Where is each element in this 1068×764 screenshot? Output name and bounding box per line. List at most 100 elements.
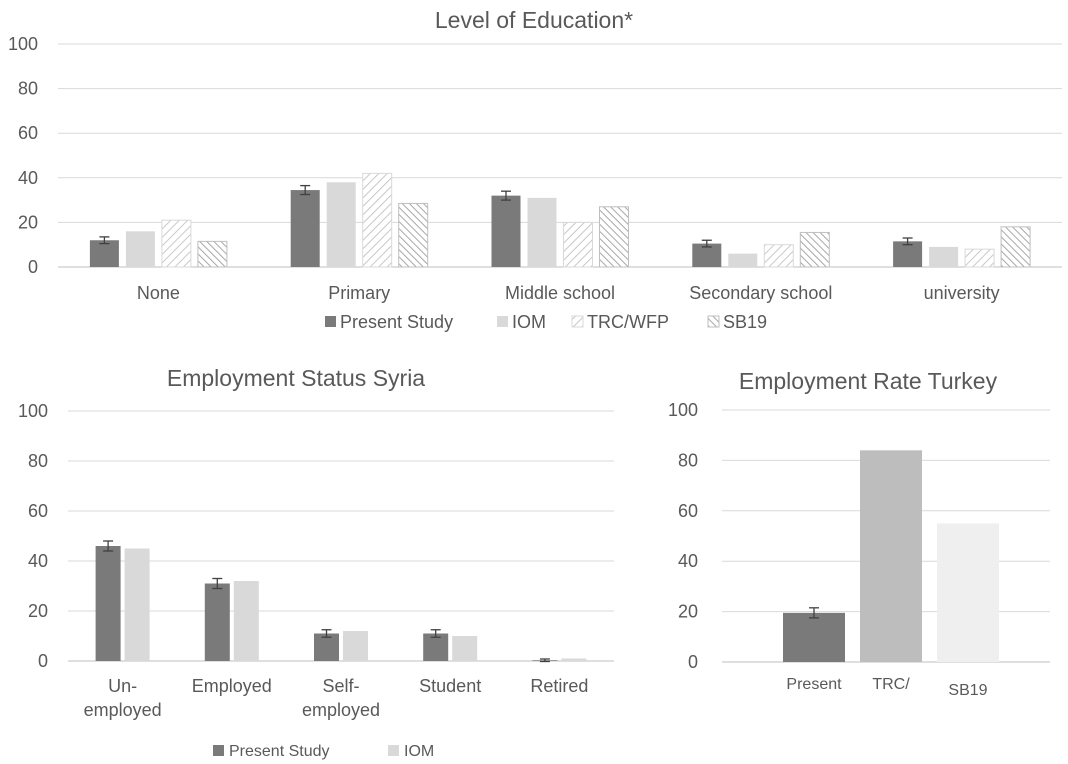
employment-syria-bar — [452, 636, 478, 661]
employment-syria-category-label: Self-employed — [302, 676, 380, 720]
employment-syria-error-bar — [539, 658, 550, 663]
education-error-bar — [99, 236, 110, 245]
education-bar — [763, 244, 794, 268]
education-error-bar — [501, 190, 511, 201]
education-legend-swatch — [497, 316, 508, 327]
education-y-tick: 40 — [18, 168, 38, 188]
employment-syria-legend-label: IOM — [404, 743, 434, 760]
education-bar — [398, 202, 429, 268]
employment-syria-legend: Present Study IOM — [213, 743, 434, 760]
education-legend-item: TRC/WFP — [571, 312, 669, 332]
employment-turkey-y-tick: 100 — [668, 400, 698, 420]
employment-turkey-title: Employment Rate Turkey — [739, 368, 998, 394]
education-bar — [1000, 226, 1031, 268]
education-bar — [527, 197, 557, 267]
employment-syria-bar — [204, 583, 230, 661]
employment-syria-y-tick: 40 — [28, 551, 48, 571]
employment-syria-error-bar — [430, 629, 441, 638]
employment-syria-bar — [423, 633, 449, 661]
employment-turkey-bar — [860, 450, 922, 662]
employment-syria-bar — [561, 658, 587, 661]
education-y-tick: 80 — [18, 79, 38, 99]
employment-syria-error-bar — [103, 540, 114, 552]
education-error-bar — [902, 237, 913, 246]
education-bar — [89, 240, 119, 267]
employment-syria-y-tick: 20 — [28, 601, 48, 621]
employment-syria-category-label: Un-employed — [84, 676, 162, 720]
employment-syria-error-bar — [321, 629, 332, 638]
education-bar — [893, 241, 923, 267]
employment-syria-y-tick: 60 — [28, 501, 48, 521]
education-bar — [964, 248, 995, 268]
education-legend-label: TRC/WFP — [587, 312, 669, 332]
education-legend-label: IOM — [512, 312, 546, 332]
education-legend-swatch — [571, 315, 584, 328]
employment-syria-bar — [124, 548, 150, 661]
education-legend-label: Present Study — [340, 312, 453, 332]
education-category-label: None — [137, 283, 180, 303]
employment-turkey-y-tick: 40 — [678, 551, 698, 571]
employment-syria-chart: Employment Status Syria 0 20 40 60 80 100 Un-… — [18, 365, 614, 760]
education-bar — [599, 206, 629, 268]
employment-syria-title: Employment Status Syria — [167, 365, 425, 391]
employment-syria-legend-item: IOM — [388, 743, 434, 760]
employment-turkey-y-tick: 80 — [678, 450, 698, 470]
education-bar — [197, 240, 228, 268]
education-bar — [692, 243, 722, 267]
education-chart-title: Level of Education* — [435, 7, 633, 33]
education-y-tick: 20 — [18, 212, 38, 232]
education-bar — [728, 253, 758, 267]
employment-syria-legend-item: Present Study — [213, 743, 330, 760]
education-chart: Level of Education* 0 20 40 60 80 100 None Pri… — [8, 7, 1062, 332]
employment-turkey-category-label: TRC/ — [872, 676, 910, 693]
employment-turkey-chart: Employment Rate Turkey 0 20 40 60 80 100 Pres… — [668, 368, 1050, 699]
employment-syria-bar — [95, 546, 121, 661]
employment-syria-category-label: Retired — [530, 676, 588, 696]
education-bar — [799, 231, 830, 268]
employment-syria-category-label: Employed — [192, 676, 272, 696]
education-bar — [161, 219, 192, 268]
employment-turkey-category-label: Present — [786, 676, 842, 693]
education-y-tick: 60 — [18, 123, 38, 143]
employment-turkey-y-tick: 60 — [678, 501, 698, 521]
employment-syria-bar — [343, 631, 368, 661]
education-legend-item: IOM — [497, 312, 546, 332]
employment-syria-error-bar — [212, 577, 223, 590]
education-error-bar — [701, 239, 712, 248]
education-y-tick: 0 — [28, 257, 38, 277]
education-bar — [929, 246, 959, 267]
employment-syria-y-tick: 80 — [28, 451, 48, 471]
employment-syria-bar — [233, 581, 259, 661]
employment-syria-legend-label: Present Study — [229, 743, 330, 760]
employment-turkey-y-tick: 20 — [678, 602, 698, 622]
employment-turkey-error-bar — [809, 607, 819, 619]
education-legend-item: Present Study — [325, 312, 453, 332]
employment-syria-y-tick: 0 — [38, 651, 48, 671]
education-y-tick: 100 — [8, 34, 38, 54]
employment-turkey-bar — [783, 612, 845, 662]
employment-syria-category-label: Student — [419, 676, 481, 696]
education-category-label: Middle school — [505, 283, 615, 303]
education-error-bar — [300, 184, 311, 196]
education-bar — [491, 195, 521, 267]
employment-turkey-y-tick: 0 — [688, 652, 698, 672]
education-legend-label: SB19 — [723, 312, 767, 332]
employment-syria-legend-swatch — [388, 745, 399, 756]
education-bar — [362, 172, 393, 268]
education-legend: Present Study IOM TRC/WFP SB19 — [325, 312, 767, 332]
employment-syria-legend-swatch — [213, 745, 224, 756]
education-legend-swatch — [707, 315, 720, 328]
employment-syria-y-tick: 100 — [18, 401, 48, 421]
education-bar — [290, 190, 320, 267]
education-category-label: Secondary school — [689, 283, 832, 303]
education-bar — [125, 231, 155, 267]
education-category-label: university — [924, 283, 1000, 303]
employment-syria-bar — [314, 633, 339, 661]
education-legend-swatch — [325, 316, 336, 327]
employment-turkey-bar — [937, 523, 999, 662]
education-category-label: Primary — [328, 283, 390, 303]
education-legend-item: SB19 — [707, 312, 767, 332]
education-bar — [563, 221, 593, 268]
employment-turkey-category-label: SB19 — [948, 682, 987, 699]
